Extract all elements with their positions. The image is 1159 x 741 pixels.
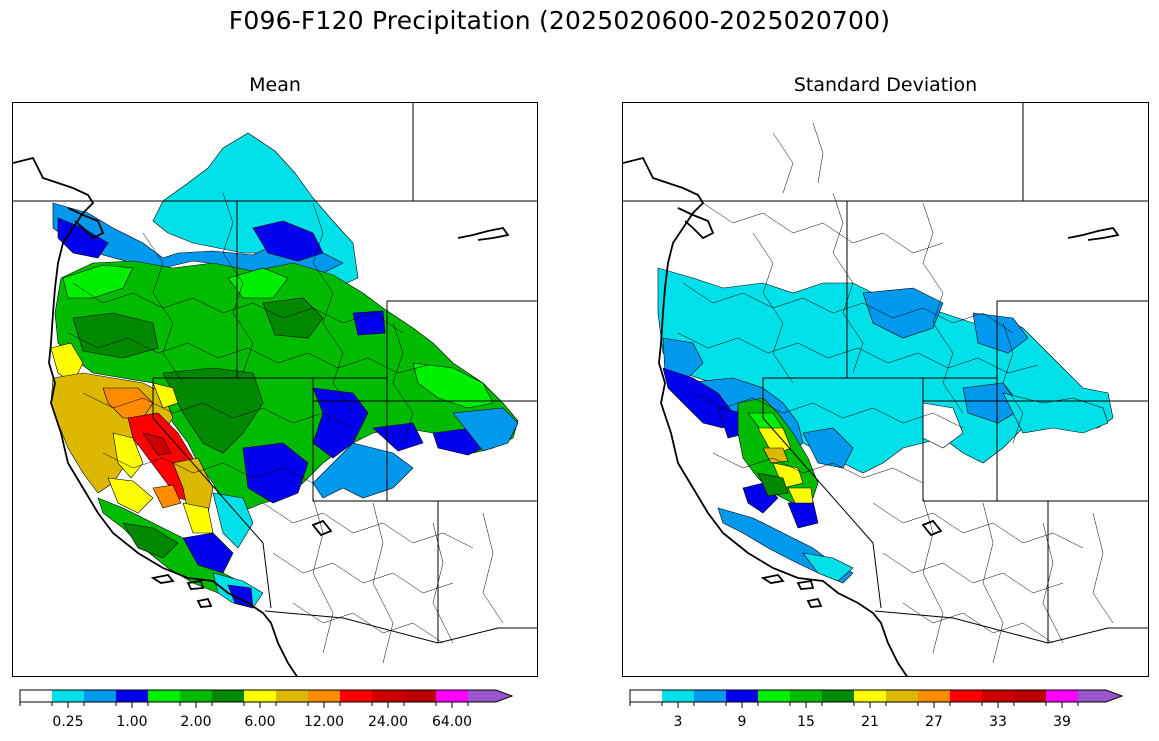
std-basin-outlines [677,122,1114,664]
mean-region-cyan-east [452,407,519,452]
std-colorbar-segment [982,690,1014,702]
mean-region-socal-blue [182,532,234,574]
mean-precipitation-map [12,102,538,677]
mean-colorbar-segment [148,690,180,702]
mean-region-socal-darkgreen [122,522,179,559]
mean-region-blue-e [242,442,309,504]
std-colorbar-segment [1046,690,1078,702]
mean-coastline [13,156,510,676]
mean-colorbar-extend [468,690,512,702]
std-region-lightblue-a [862,287,944,339]
mean-shaded-regions [50,132,519,609]
std-colorbar-tick-label: 9 [738,714,747,730]
std-region-blue-d [787,500,819,529]
mean-colorbar-segment [84,690,116,702]
mean-region-blue-d [312,387,369,459]
mean-region-dark-green-a [162,367,264,454]
std-region-cyan-socal [802,552,854,582]
mean-region-interior-blue [252,220,324,262]
mean-map-canvas [13,103,537,676]
mean-political-borders [13,103,537,644]
mean-region-central-yellow [107,477,154,514]
std-political-borders [623,103,1148,644]
mean-region-cyan-south [312,442,414,499]
mean-region-socal-yellow [182,502,214,534]
std-colorbar-tick-label: 39 [1053,714,1071,730]
mean-region-north-blue [52,202,344,279]
std-panel-title: Standard Deviation [793,74,978,96]
mean-colorbar-tick-label: 1.00 [116,714,147,730]
std-colorbar-segment [854,690,886,702]
figure-title: F096-F120 Precipitation (2025020600-2025… [228,6,891,35]
std-colorbar-outline [629,689,1124,703]
mean-colorbar-tick-label: 0.25 [52,714,83,730]
mean-region-nevada-cyan [212,492,254,549]
std-colorbar: 3 9 15 21 27 33 39 [629,688,1142,732]
mean-colorbar-canvas: 0.25 1.00 2.00 6.00 12.00 24.00 64.00 [19,689,514,730]
std-region-lightblue-c [972,312,1029,354]
std-precipitation-map [622,102,1149,677]
mean-colorbar-tick-label: 2.00 [180,714,211,730]
mean-colorbar-tick-label: 12.00 [304,714,344,730]
std-colorbar-segment [630,690,662,702]
std-colorbar-canvas: 3 9 15 21 27 33 39 [629,689,1124,730]
std-colorbar-tick-label: 15 [797,714,815,730]
std-colorbar-segment [662,690,694,702]
mean-region-coast-yellow [50,342,84,384]
mean-colorbar-segment [404,690,436,702]
mean-region-dark-green-b [72,312,159,359]
std-colorbar-segment [950,690,982,702]
mean-colorbar-segment [116,690,148,702]
mean-panel-title: Mean [249,74,301,96]
mean-colorbar-segment [244,690,276,702]
std-colorbar-segment [790,690,822,702]
std-region-yellow-c [787,487,814,504]
mean-region-blue-h [352,310,386,336]
mean-colorbar-segment [308,690,340,702]
std-region-lightblue-b [962,382,1024,424]
mean-colorbar-segment [340,690,372,702]
std-colorbar-tick-label: 3 [674,714,683,730]
mean-colorbar-segment [180,690,212,702]
std-colorbar-segment [1014,690,1046,702]
mean-region-dark-green-c [262,297,324,339]
std-colorbar-tick-label: 21 [861,714,879,730]
mean-region-light-green-a [62,264,134,299]
mean-colorbar-segment [372,690,404,702]
mean-colorbar-tick-label: 6.00 [244,714,275,730]
std-colorbar-tick-label: 33 [989,714,1007,730]
std-map-canvas [623,103,1148,676]
mean-region-sierra-darkred [142,432,172,456]
mean-colorbar-tick-label: 64.00 [432,714,472,730]
mean-region-light-green-c [412,362,494,409]
mean-colorbar-tick-label: 24.00 [368,714,408,730]
mean-region-sierra-yellow-a [112,432,144,479]
std-shaded-regions [657,267,1114,584]
std-colorbar-segment [886,690,918,702]
std-colorbar-segment [822,690,854,702]
std-colorbar-segment [726,690,758,702]
std-colorbar-segment [694,690,726,702]
mean-colorbar-segment [212,690,244,702]
std-colorbar-segment [758,690,790,702]
std-colorbar-tick-label: 27 [925,714,943,730]
mean-colorbar-segment [276,690,308,702]
mean-region-sierra-yellow-b [152,382,179,409]
mean-region-light-green-b [227,267,289,299]
mean-colorbar-segment [20,690,52,702]
mean-colorbar: 0.25 1.00 2.00 6.00 12.00 24.00 64.00 [19,688,532,732]
std-colorbar-extend [1078,690,1122,702]
mean-region-sierra-orange [152,484,182,509]
std-coastline [623,156,1120,676]
std-region-lightblue-f [802,427,854,469]
std-region-darkgreen [757,472,789,497]
std-region-blue-coast [662,367,734,429]
mean-colorbar-segment [52,690,84,702]
mean-colorbar-outline [19,689,514,703]
std-colorbar-segment [918,690,950,702]
mean-region-blue-f [372,422,424,452]
mean-colorbar-segment [436,690,468,702]
